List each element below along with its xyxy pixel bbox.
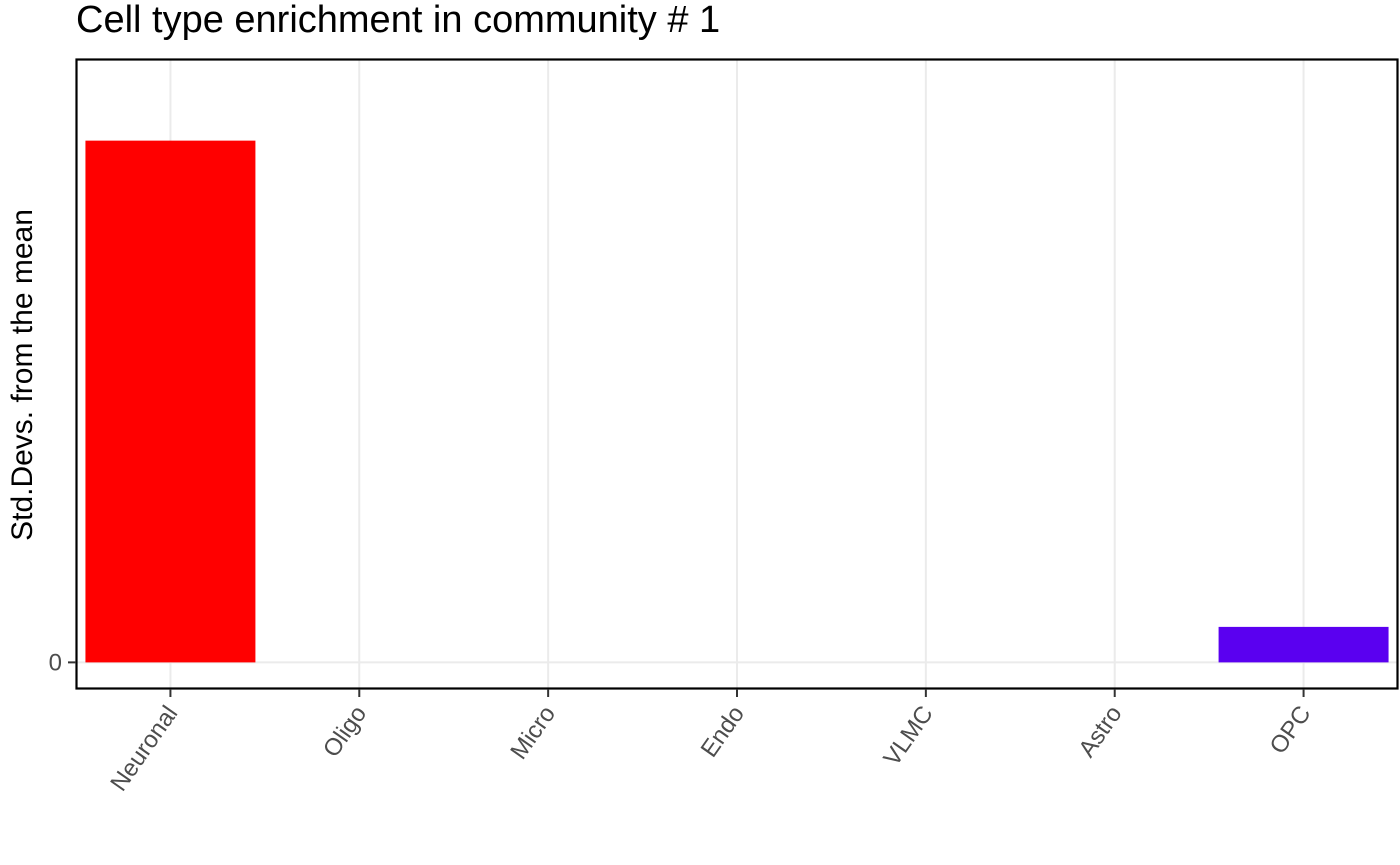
grid-lines — [76, 59, 1398, 689]
x-tick-label: Neuronal — [105, 701, 183, 796]
plot-panel-border — [75, 58, 1399, 690]
y-axis-ticks: 0 — [49, 649, 76, 676]
bar-neuronal — [85, 140, 256, 663]
x-tick-label: Endo — [696, 701, 750, 762]
x-tick-label: VLMC — [878, 701, 938, 771]
x-tick-label: Micro — [505, 701, 561, 765]
y-axis-label: Std.Devs. from the mean — [6, 209, 39, 541]
x-tick-label: Oligo — [318, 701, 372, 762]
x-axis-ticks: Neuronal Oligo Micro Endo VLMC Astro OPC — [105, 689, 1316, 796]
chart-title: Cell type enrichment in community # 1 — [76, 0, 720, 41]
y-tick-label: 0 — [49, 649, 62, 676]
x-tick-label: Astro — [1073, 701, 1127, 762]
bars — [85, 140, 1389, 663]
x-tick-label: OPC — [1265, 701, 1317, 759]
bar-opc — [1218, 626, 1389, 663]
